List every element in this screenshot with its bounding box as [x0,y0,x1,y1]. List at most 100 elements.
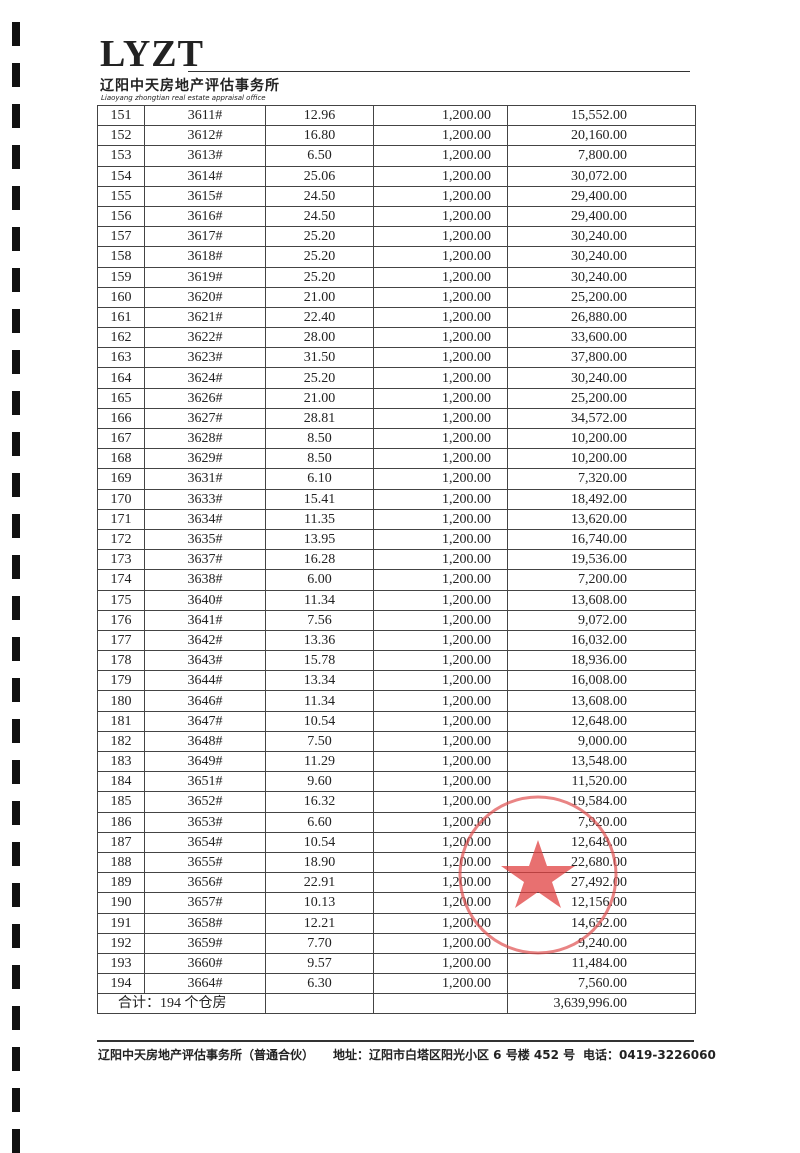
cell: 1,200.00 [373,286,508,308]
table-row: 152 3612# 16.80 1,200.00 20,160.00 [97,125,696,147]
cell: 7,320.00 [507,468,696,490]
cell: 16.32 [265,791,374,813]
cell: 1,200.00 [373,730,508,753]
binding-hole [12,1129,20,1153]
cell: 30,240.00 [507,367,696,389]
cell: 3653# [144,811,266,833]
table-row: 156 3616# 24.50 1,200.00 29,400.00 [97,205,696,228]
table-row: 173 3637# 16.28 1,200.00 19,536.00 [97,549,696,571]
cell: 3633# [144,488,266,510]
cell: 31.50 [265,347,374,369]
table-row: 183 3649# 11.29 1,200.00 13,548.00 [97,750,696,773]
table-row: 172 3635# 13.95 1,200.00 16,740.00 [97,528,696,551]
binding-hole [12,719,20,743]
cell: 16.28 [265,549,374,571]
cell: 3616# [144,205,266,228]
cell: 1,200.00 [373,448,508,470]
cell: 174 [97,569,145,591]
binding-hole [12,760,20,784]
cell: 11,520.00 [507,771,696,793]
cell: 1,200.00 [373,569,508,591]
cell: 3641# [144,609,266,631]
cell: 1,200.00 [373,771,508,793]
table-row: 171 3634# 11.35 1,200.00 13,620.00 [97,508,696,530]
cell: 16.80 [265,125,374,147]
cell: 191 [97,912,145,934]
cell: 25.20 [265,226,374,248]
cell: 1,200.00 [373,508,508,530]
cell: 3621# [144,306,266,329]
footer-phone: 电话：0419-3226060 [583,1048,716,1062]
cell: 1,200.00 [373,468,508,490]
cell: 3617# [144,226,266,248]
cell: 30,240.00 [507,266,696,288]
table-row: 151 3611# 12.96 1,200.00 15,552.00 [97,104,696,127]
cell: 158 [97,246,145,268]
cell: 3654# [144,831,266,853]
table-row: 187 3654# 10.54 1,200.00 12,648.00 [97,831,696,853]
cell: 170 [97,488,145,510]
cell: 21.00 [265,387,374,409]
cell: 7,200.00 [507,569,696,591]
cell: 179 [97,670,145,692]
table-row: 177 3642# 13.36 1,200.00 16,032.00 [97,629,696,652]
cell: 1,200.00 [373,185,508,207]
cell: 1,200.00 [373,589,508,611]
cell: 3637# [144,549,266,571]
table-row: 166 3627# 28.81 1,200.00 34,572.00 [97,407,696,430]
cell: 3631# [144,468,266,490]
cell: 26,880.00 [507,306,696,329]
cell: 3614# [144,165,266,187]
cell: 172 [97,528,145,551]
table-row: 164 3624# 25.20 1,200.00 30,240.00 [97,367,696,389]
cell: 28.00 [265,327,374,349]
table-row: 157 3617# 25.20 1,200.00 30,240.00 [97,226,696,248]
cell: 3618# [144,246,266,268]
cell: 12,648.00 [507,710,696,732]
cell: 3664# [144,973,266,995]
cell: 29,400.00 [507,185,696,207]
cell: 11.29 [265,750,374,773]
cell: 15.41 [265,488,374,510]
table-row: 161 3621# 22.40 1,200.00 26,880.00 [97,306,696,329]
header-rule [188,71,690,72]
cell: 3649# [144,750,266,773]
table-row: 182 3648# 7.50 1,200.00 9,000.00 [97,730,696,753]
cell: 1,200.00 [373,104,508,127]
cell: 1,200.00 [373,306,508,329]
table-row: 184 3651# 9.60 1,200.00 11,520.00 [97,771,696,793]
binding-hole [12,145,20,169]
binding-hole [12,432,20,456]
cell: 1,200.00 [373,367,508,389]
cell: 18,936.00 [507,650,696,672]
cell: 30,072.00 [507,165,696,187]
cell: 3619# [144,266,266,288]
table-row: 167 3628# 8.50 1,200.00 10,200.00 [97,427,696,450]
binding-hole [12,104,20,128]
cell: 20,160.00 [507,125,696,147]
cell: 1,200.00 [373,145,508,167]
binding-hole [12,842,20,866]
table-row: 179 3644# 13.34 1,200.00 16,008.00 [97,670,696,692]
table-row: 163 3623# 31.50 1,200.00 37,800.00 [97,347,696,369]
table-row: 192 3659# 7.70 1,200.00 9,240.00 [97,932,696,954]
binding-hole [12,227,20,251]
cell: 13.36 [265,629,374,652]
cell: 1,200.00 [373,266,508,288]
cell: 30,240.00 [507,226,696,248]
cell: 11,484.00 [507,952,696,975]
cell: 188 [97,851,145,874]
binding-hole [12,924,20,948]
cell: 153 [97,145,145,167]
table-row: 180 3646# 11.34 1,200.00 13,608.00 [97,690,696,712]
cell: 8.50 [265,448,374,470]
cell: 175 [97,589,145,611]
cell: 3659# [144,932,266,954]
table-row: 170 3633# 15.41 1,200.00 18,492.00 [97,488,696,510]
cell: 29,400.00 [507,205,696,228]
table-row: 155 3615# 24.50 1,200.00 29,400.00 [97,185,696,207]
table-row: 160 3620# 21.00 1,200.00 25,200.00 [97,286,696,308]
cell: 6.10 [265,468,374,490]
cell: 183 [97,750,145,773]
